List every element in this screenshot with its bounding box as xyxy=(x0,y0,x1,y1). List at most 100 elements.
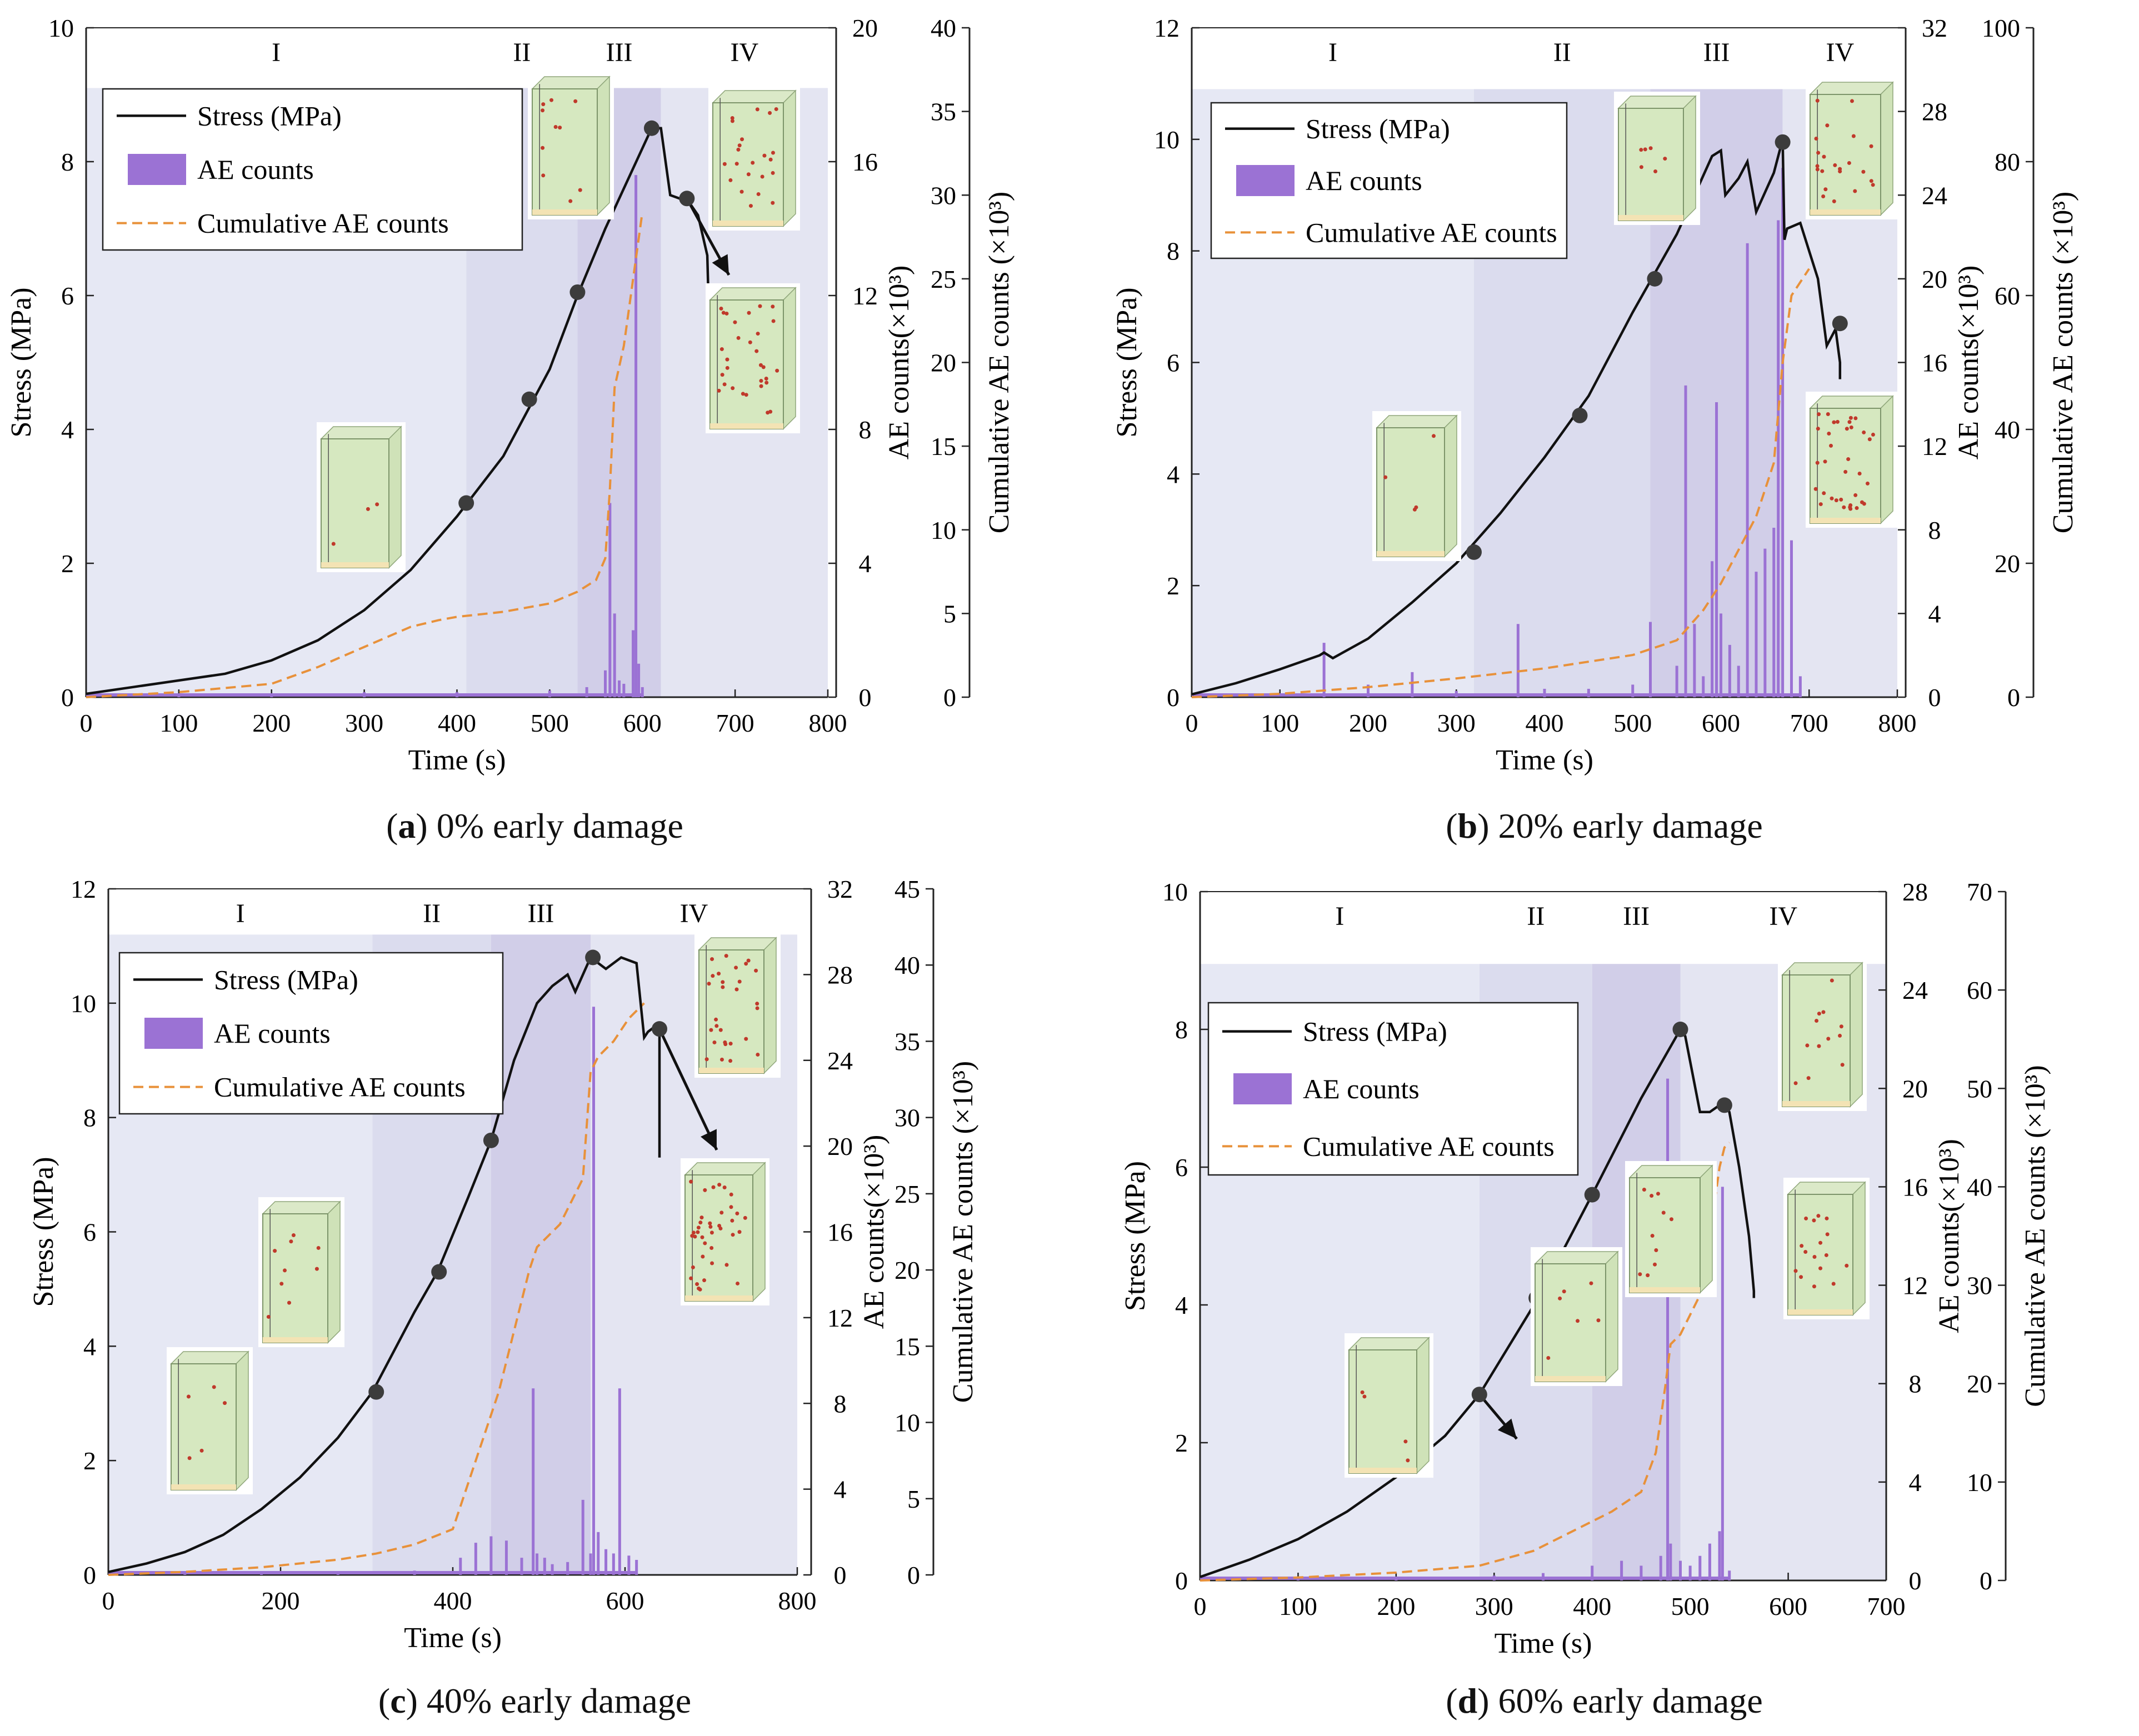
y-tick-label: 2 xyxy=(83,1447,96,1475)
crack-point xyxy=(696,1225,701,1230)
crack-point xyxy=(1830,496,1834,501)
ae-counts-series xyxy=(1192,168,1802,697)
y3-axis-label: Cumulative AE counts (×10³) xyxy=(2020,1065,2051,1407)
crack-point xyxy=(734,987,739,992)
y-tick-label: 4 xyxy=(83,1332,96,1360)
stage-label-2: II xyxy=(513,38,531,67)
caption-b: (b) 20% early damage xyxy=(1446,806,1763,846)
y3-tick-label: 80 xyxy=(1995,148,2020,176)
legend: Stress (MPa) AE counts Cumulative AE count… xyxy=(102,88,523,251)
crack-point xyxy=(771,201,775,205)
crack-point xyxy=(558,126,562,130)
crack-point xyxy=(709,1230,714,1235)
legend-swatch-ae xyxy=(144,1018,203,1049)
crack-point xyxy=(1805,1043,1810,1048)
stress-marker xyxy=(1471,1387,1487,1403)
y2-tick-label: 32 xyxy=(827,875,853,903)
crack-point xyxy=(1824,1253,1828,1257)
crack-point xyxy=(1823,187,1828,192)
crack-point xyxy=(759,384,763,388)
x-tick-label: 400 xyxy=(1526,709,1564,737)
y2-tick-label: 28 xyxy=(1922,98,1947,126)
cube-top-face xyxy=(170,1351,249,1364)
stress-marker xyxy=(1584,1187,1600,1203)
crack-point xyxy=(736,1281,740,1285)
stage-label-3: III xyxy=(606,38,633,67)
caption-text-a: 0% early damage xyxy=(436,806,683,846)
crack-point xyxy=(1830,978,1834,983)
crack-point xyxy=(1851,134,1856,138)
cube-top-face xyxy=(1376,415,1458,428)
cube-base xyxy=(1630,1287,1700,1293)
crack-point xyxy=(748,204,753,208)
stress-marker xyxy=(585,949,601,965)
legend-entry: Cumulative AE counts xyxy=(1303,1130,1555,1162)
crack-point xyxy=(729,1205,733,1209)
crack-point xyxy=(691,1265,695,1269)
stress-line xyxy=(108,955,661,1574)
cube-side-face xyxy=(1683,95,1696,222)
cube-front-face xyxy=(1376,427,1445,557)
crack-point xyxy=(1839,1024,1843,1029)
y2-axis-label: AE counts(×10³) xyxy=(858,1135,890,1329)
legend-entry: AE counts xyxy=(197,154,314,185)
legend-entry: Cumulative AE counts xyxy=(1306,217,1557,248)
specimen-inset xyxy=(681,1158,769,1305)
crack-point xyxy=(764,376,768,381)
cumulative-ae-line xyxy=(1191,268,1810,698)
y3-tick-label: 35 xyxy=(894,1027,920,1055)
crack-point xyxy=(774,107,778,111)
crack-point xyxy=(724,1263,729,1267)
crack-point xyxy=(1826,1037,1831,1041)
x-tick-label: 800 xyxy=(778,1587,817,1615)
crack-point xyxy=(1853,493,1858,497)
x-tick-label: 500 xyxy=(1613,709,1652,737)
cube-top-face xyxy=(320,426,402,439)
crack-point xyxy=(703,1188,707,1192)
crack-point xyxy=(771,304,775,309)
crack-point xyxy=(287,1300,291,1305)
crack-point xyxy=(1360,1390,1365,1394)
y-tick-label: 8 xyxy=(1167,237,1180,266)
crack-point xyxy=(768,111,772,115)
y-tick-label: 8 xyxy=(83,1104,96,1132)
cube-side-face xyxy=(783,287,796,430)
crack-point xyxy=(698,1220,703,1225)
crack-point xyxy=(1829,443,1833,448)
ae-counts-series xyxy=(108,1007,638,1575)
crack-point xyxy=(1822,154,1826,159)
crack-point xyxy=(1812,1218,1816,1223)
y2-tick-label: 12 xyxy=(852,282,878,310)
stress-marker xyxy=(483,1132,499,1148)
y2-tick-label: 16 xyxy=(1922,349,1947,377)
crack-point xyxy=(1799,1275,1803,1279)
caption-text-c: 40% early damage xyxy=(426,1681,692,1720)
legend-entry: AE counts xyxy=(1303,1073,1420,1104)
caption-letter-b: b xyxy=(1457,806,1478,846)
x-tick-label: 100 xyxy=(1261,709,1299,737)
stage-band-3 xyxy=(491,934,591,1575)
crack-point xyxy=(1820,169,1825,173)
y-tick-label: 10 xyxy=(71,989,96,1018)
crack-point xyxy=(1650,1194,1654,1198)
y-tick-label: 6 xyxy=(83,1218,96,1247)
crack-point xyxy=(1857,471,1862,476)
crack-point xyxy=(1831,1282,1836,1286)
crack-point xyxy=(1850,99,1854,103)
crack-point xyxy=(1656,1192,1660,1196)
crack-point xyxy=(1812,1284,1816,1289)
y2-tick-label: 28 xyxy=(1902,878,1928,906)
specimen-inset xyxy=(1806,78,1897,219)
crack-point xyxy=(699,1215,704,1220)
crack-point xyxy=(728,1059,733,1063)
caption-a: (a) 0% early damage xyxy=(386,806,683,846)
crack-point xyxy=(541,173,546,178)
crack-point xyxy=(1826,412,1830,416)
crack-point xyxy=(708,1224,713,1229)
cube-front-face xyxy=(1618,108,1684,221)
crack-point xyxy=(568,199,573,203)
cube-base xyxy=(1810,209,1881,215)
cube-base xyxy=(710,423,783,429)
stage-label-3: III xyxy=(527,899,554,928)
crack-point xyxy=(1406,1458,1410,1463)
